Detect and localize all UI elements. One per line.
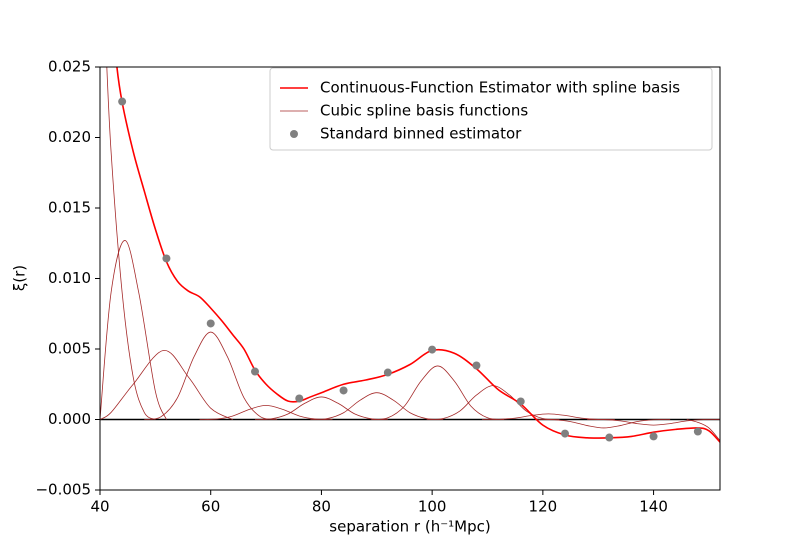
- y-tick-label: 0.025: [48, 58, 91, 76]
- x-tick-label: 40: [90, 498, 109, 516]
- data-point: [383, 368, 392, 377]
- data-point: [118, 97, 127, 106]
- basis-function: [199, 404, 333, 420]
- legend-box: [269, 67, 713, 151]
- x-tick-label: 100: [418, 498, 447, 516]
- data-point: [162, 254, 171, 263]
- basis-function: [481, 413, 615, 420]
- plot-frame: [99, 66, 721, 491]
- basis-function: [371, 365, 505, 420]
- estimator-line: [116, 67, 720, 443]
- basis-function: [254, 396, 388, 420]
- data-point: [605, 433, 614, 442]
- basis-function: [144, 331, 278, 420]
- y-tick-label: 0.020: [48, 128, 91, 146]
- data-point: [516, 397, 525, 406]
- data-point: [428, 345, 437, 354]
- x-tick-label: 80: [312, 498, 331, 516]
- data-point: [251, 367, 259, 376]
- x-tick-label: 60: [201, 498, 220, 516]
- y-tick-label: 0.010: [48, 269, 91, 287]
- basis-function: [100, 240, 167, 420]
- data-point: [649, 432, 658, 441]
- legend-label: Cubic spline basis functions: [320, 102, 528, 120]
- x-axis-label: separation r (h⁻¹Mpc): [329, 518, 490, 536]
- y-tick-label: 0.005: [48, 340, 91, 358]
- y-tick-label: 0.015: [48, 199, 91, 217]
- basis-function: [537, 419, 671, 429]
- data-point: [206, 319, 215, 328]
- legend-label: Standard binned estimator: [320, 125, 522, 143]
- y-tick-label: −0.005: [35, 481, 91, 499]
- basis-function: [100, 350, 234, 420]
- y-axis-label: ξ(r): [11, 265, 29, 291]
- data-point: [693, 427, 702, 436]
- basis-function: [587, 419, 720, 426]
- data-point: [561, 429, 569, 438]
- basis-function: [310, 392, 444, 420]
- legend-marker: [290, 130, 298, 138]
- x-tick-label: 120: [529, 498, 558, 516]
- data-point: [472, 361, 481, 370]
- x-tick-label: 140: [639, 498, 668, 516]
- basis-function: [106, 67, 156, 420]
- data-point: [339, 386, 348, 395]
- legend: Continuous-Function Estimator with splin…: [269, 67, 713, 151]
- y-tick-label: 0.000: [48, 410, 91, 428]
- data-point: [295, 394, 304, 403]
- plot-area: [100, 67, 720, 443]
- basis-function: [686, 419, 720, 441]
- legend-label: Continuous-Function Estimator with splin…: [320, 79, 680, 97]
